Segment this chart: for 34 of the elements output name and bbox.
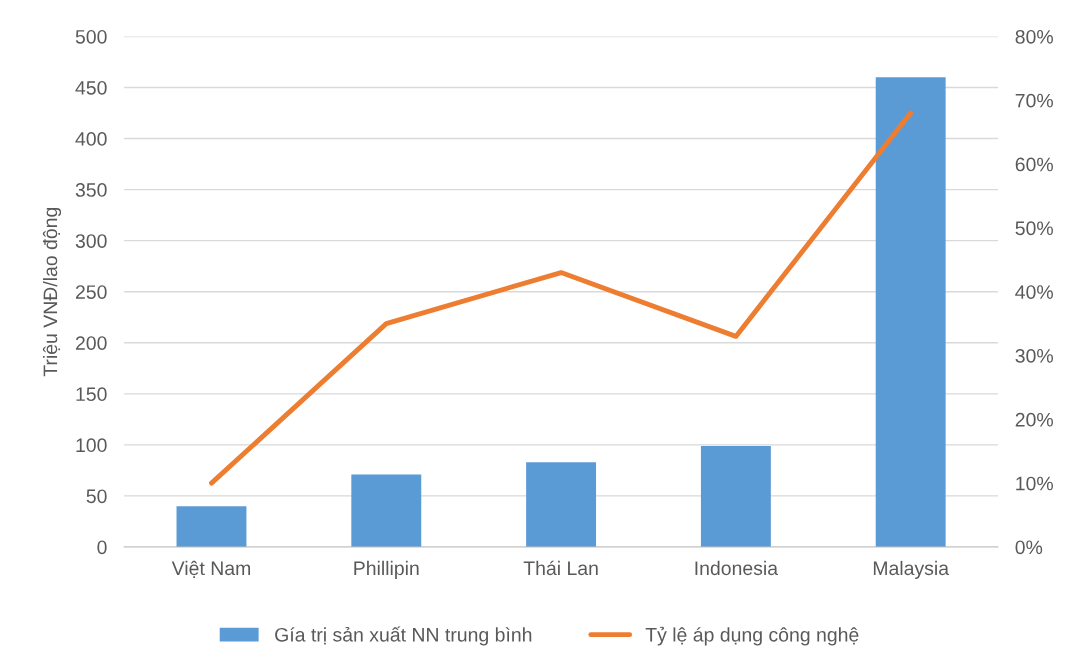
y-tick-label: 250 — [75, 285, 107, 299]
y-tick-label: 500 — [75, 29, 107, 44]
x-tick-label: Thái Lan — [523, 560, 598, 576]
y-tick-label: 50 — [86, 489, 107, 504]
bar — [351, 474, 422, 547]
y-tick-label: 200 — [75, 336, 107, 351]
bar — [700, 445, 771, 547]
bar — [176, 506, 247, 547]
y2-tick-label: 30% — [1015, 349, 1053, 363]
y-tick-label: 150 — [76, 387, 107, 402]
y-tick-label: 0 — [97, 540, 107, 555]
y-tick-label: 100 — [76, 438, 107, 453]
y-tick-label: 300 — [75, 234, 107, 248]
x-tick-label: Việt Nam — [171, 560, 251, 578]
legend-label: Gía trị sản xuất NN trung bình — [275, 626, 532, 646]
y-axis-title: Triệu VNĐ/lao động — [42, 207, 62, 377]
bar — [526, 462, 597, 547]
y2-tick-label: 0% — [1015, 540, 1043, 555]
y2-tick-label: 70% — [1015, 93, 1053, 108]
y-tick-label: 400 — [75, 132, 107, 146]
bar — [875, 77, 946, 547]
line-series — [209, 110, 914, 486]
y2-tick-label: 40% — [1015, 285, 1053, 299]
y2-tick-label: 60% — [1015, 157, 1053, 172]
y2-tick-label: 80% — [1015, 29, 1053, 44]
y2-tick-label: 50% — [1015, 221, 1053, 236]
x-tick-label: Malaysia — [873, 560, 950, 579]
y-tick-label: 450 — [75, 80, 107, 95]
x-tick-label: Phillipin — [354, 560, 419, 579]
y2-tick-label: 10% — [1016, 476, 1053, 491]
y-tick-label: 350 — [75, 183, 107, 197]
y2-tick-label: 20% — [1015, 412, 1053, 427]
legend-label: Tỷ lệ áp dụng công nghệ — [645, 626, 859, 646]
x-tick-label: Indonesia — [695, 560, 779, 576]
